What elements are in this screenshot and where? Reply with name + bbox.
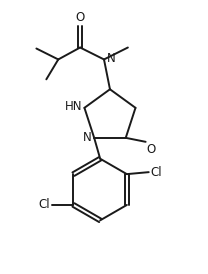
Text: HN: HN [64,100,82,113]
Text: N: N [83,131,92,144]
Text: N: N [106,52,115,65]
Text: O: O [76,11,85,24]
Text: Cl: Cl [150,166,162,179]
Text: Cl: Cl [38,198,50,212]
Text: O: O [147,143,156,156]
